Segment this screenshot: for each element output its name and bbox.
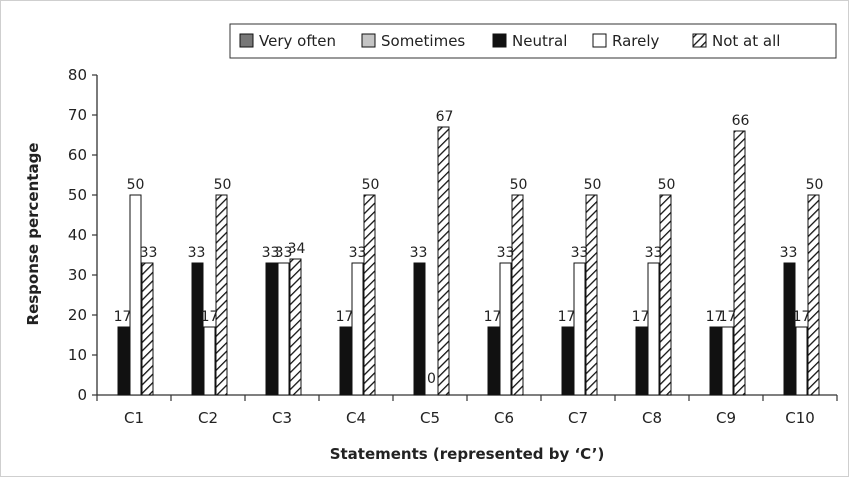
data-label: 33 (275, 245, 293, 261)
y-tick-label: 60 (68, 146, 87, 164)
legend-label: Sometimes (381, 32, 465, 50)
bar-neutral (635, 326, 648, 396)
bar-rarely (129, 194, 142, 396)
data-label: 17 (793, 309, 811, 325)
bar-rarely (203, 326, 216, 396)
bar-not-at-all (733, 130, 746, 396)
x-tick-label: C6 (494, 409, 514, 427)
data-label: 33 (262, 245, 280, 261)
bar-rarely (277, 262, 290, 396)
data-label: 33 (140, 245, 158, 261)
data-label: 33 (645, 245, 663, 261)
bar-not-at-all (659, 194, 672, 396)
x-tick-label: C9 (716, 409, 736, 427)
data-label: 33 (780, 245, 798, 261)
data-label: 33 (497, 245, 515, 261)
legend-swatch (692, 33, 707, 48)
bar-not-at-all (511, 194, 524, 396)
y-tick-label: 0 (77, 386, 87, 404)
data-label: 17 (336, 309, 354, 325)
data-label: 17 (706, 309, 724, 325)
y-tick-label: 50 (68, 186, 87, 204)
legend-label: Rarely (612, 32, 660, 50)
legend: Very often Sometimes Neutral Rarely Not at a… (229, 23, 837, 59)
data-label: 33 (410, 245, 428, 261)
bar-not-at-all (363, 194, 376, 396)
x-tick-label: C3 (272, 409, 292, 427)
legend-swatch (592, 33, 607, 48)
data-label: 67 (436, 109, 454, 125)
x-tick-label: C2 (198, 409, 218, 427)
data-label: 17 (632, 309, 650, 325)
y-tick-label: 10 (68, 346, 87, 364)
bar-neutral (117, 326, 130, 396)
data-label: 50 (658, 177, 676, 193)
data-label: 50 (510, 177, 528, 193)
bar-not-at-all (437, 126, 450, 396)
data-label: 17 (114, 309, 132, 325)
data-label: 17 (201, 309, 219, 325)
y-tick-label: 80 (68, 66, 87, 84)
bar-rarely (647, 262, 660, 396)
data-label: 50 (584, 177, 602, 193)
legend-box (229, 23, 837, 59)
data-label: 50 (806, 177, 824, 193)
x-tick-label: C1 (124, 409, 144, 427)
bars (117, 126, 820, 396)
bar-not-at-all (289, 258, 302, 396)
data-label: 50 (127, 177, 145, 193)
legend-swatch (239, 33, 254, 48)
y-tick-label: 70 (68, 106, 87, 124)
legend-label: Very often (259, 32, 336, 50)
y-axis-title: Response percentage (24, 143, 42, 326)
bar-not-at-all (141, 262, 154, 396)
bar-not-at-all (585, 194, 598, 396)
bar-rarely (351, 262, 364, 396)
data-label: 50 (362, 177, 380, 193)
bar-neutral (265, 262, 278, 396)
data-label: 50 (214, 177, 232, 193)
legend-swatch (492, 33, 507, 48)
bar-rarely (721, 326, 734, 396)
legend-label: Neutral (512, 32, 567, 50)
legend-swatch (361, 33, 376, 48)
bar-rarely (499, 262, 512, 396)
bar-neutral (413, 262, 426, 396)
bar-neutral (487, 326, 500, 396)
data-label: 0 (427, 371, 436, 387)
x-tick-label: C10 (785, 409, 815, 427)
y-tick-label: 30 (68, 266, 87, 284)
bar-neutral (783, 262, 796, 396)
legend-label: Not at all (712, 32, 780, 50)
data-label: 66 (732, 113, 750, 129)
y-tick-label: 20 (68, 306, 87, 324)
bar-not-at-all (215, 194, 228, 396)
data-label: 17 (719, 309, 737, 325)
bar-rarely (795, 326, 808, 396)
bar-not-at-all (807, 194, 820, 396)
data-label: 33 (188, 245, 206, 261)
x-tick-label: C5 (420, 409, 440, 427)
bar-neutral (191, 262, 204, 396)
bar-rarely (573, 262, 586, 396)
x-axis-title: Statements (represented by ‘C’) (330, 445, 605, 463)
data-label: 33 (571, 245, 589, 261)
x-tick-label: C7 (568, 409, 588, 427)
bar-neutral (339, 326, 352, 396)
x-tick-label: C8 (642, 409, 662, 427)
y-tick-label: 40 (68, 226, 87, 244)
data-label: 34 (288, 241, 306, 257)
x-tick-label: C4 (346, 409, 366, 427)
bar-neutral (709, 326, 722, 396)
data-label: 17 (484, 309, 502, 325)
data-label: 33 (349, 245, 367, 261)
bar-neutral (561, 326, 574, 396)
data-label: 17 (558, 309, 576, 325)
